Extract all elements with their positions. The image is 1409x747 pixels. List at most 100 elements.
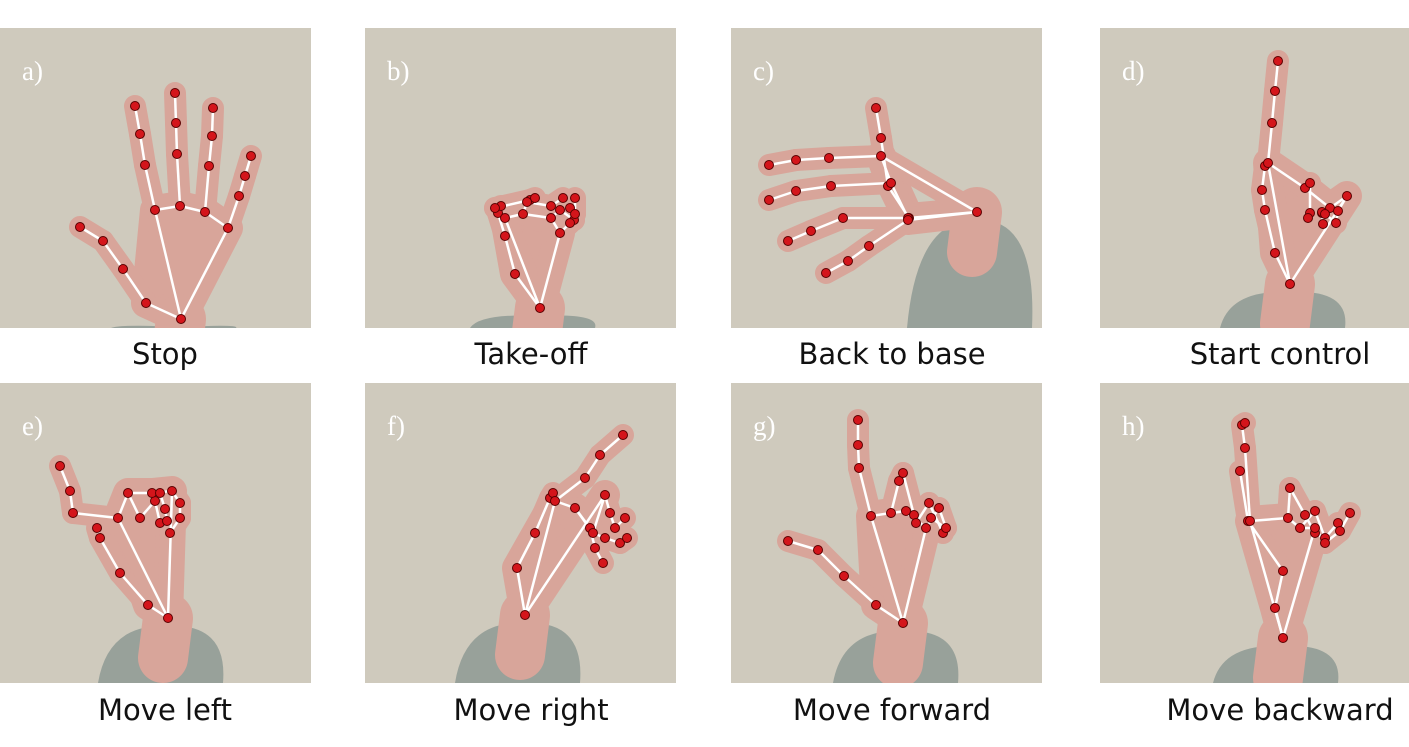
hand-landmark xyxy=(167,486,177,496)
hand-landmark xyxy=(546,201,556,211)
panel-tag: a) xyxy=(22,56,43,86)
landmark-connection xyxy=(101,240,125,270)
landmark-connection xyxy=(1249,516,1289,523)
landmark-connection xyxy=(513,273,542,309)
landmark-connection xyxy=(72,511,119,520)
hand-landmark xyxy=(622,533,632,543)
hand-landmark xyxy=(871,103,881,113)
hand-landmark xyxy=(555,228,565,238)
hand-landmark xyxy=(175,201,185,211)
hand-landmark xyxy=(1285,279,1295,289)
landmark-connection xyxy=(1266,122,1274,164)
landmark-connection xyxy=(1267,161,1306,190)
hand-landmark xyxy=(921,523,931,533)
hand-landmark xyxy=(570,193,580,203)
gesture-panel: e) xyxy=(0,383,311,683)
hand-landmark xyxy=(55,461,65,471)
landmark-connection xyxy=(880,154,978,214)
hand-landmark xyxy=(535,303,545,313)
landmark-connection xyxy=(901,472,916,516)
hand-landmark xyxy=(1267,118,1277,128)
hand-landmark xyxy=(886,508,896,518)
landmark-connection xyxy=(173,92,178,124)
wrist xyxy=(154,294,206,328)
hand-landmark xyxy=(1283,513,1293,523)
landmark-connection xyxy=(503,217,542,309)
hand-landmark xyxy=(92,523,102,533)
hand-landmark xyxy=(520,610,530,620)
hand-landmark xyxy=(791,186,801,196)
hand-landmark xyxy=(838,213,848,223)
hand-landmark xyxy=(972,207,982,217)
hand-landmark xyxy=(580,473,590,483)
landmark-connection xyxy=(1304,187,1331,209)
hand-landmark xyxy=(934,503,944,513)
hand-landmark xyxy=(926,513,936,523)
hand-landmark xyxy=(123,488,133,498)
hand-landmark xyxy=(600,533,610,543)
landmark-connection xyxy=(203,165,211,213)
hand-landmark xyxy=(824,153,834,163)
hand-landmark xyxy=(172,149,182,159)
hand-landmark xyxy=(610,523,620,533)
landmark-connection xyxy=(901,527,928,624)
landmark-connection xyxy=(1248,520,1285,639)
wrist xyxy=(1253,613,1308,683)
hand-landmark xyxy=(854,463,864,473)
landmark-connection xyxy=(145,301,182,321)
hand-landmark xyxy=(115,568,125,578)
landmark-connection xyxy=(538,232,562,309)
hand-landmark xyxy=(565,218,575,228)
hand-landmark xyxy=(901,506,911,516)
hand-landmark xyxy=(618,430,628,440)
hand-landmark xyxy=(570,209,580,219)
hand-landmark xyxy=(207,131,217,141)
hand-landmark xyxy=(155,488,165,498)
wrist xyxy=(947,187,1002,277)
landmark-connection xyxy=(874,107,883,139)
landmark-connection xyxy=(907,210,978,222)
hand-landmark xyxy=(550,496,560,506)
landmark-connection xyxy=(143,164,157,211)
gesture-panel: c) xyxy=(731,28,1042,328)
gesture-caption: Move left xyxy=(98,693,232,727)
hand-landmark xyxy=(208,103,218,113)
hand-landmark xyxy=(864,241,874,251)
hand-landmark xyxy=(1320,209,1330,219)
landmark-connection xyxy=(119,572,149,606)
landmark-connection xyxy=(166,490,174,619)
hand-landmark xyxy=(113,513,123,523)
panel-tag: b) xyxy=(387,56,410,86)
hand-landmark xyxy=(135,129,145,139)
gesture-panel: d) xyxy=(1100,28,1409,328)
panel-tag: c) xyxy=(753,56,774,86)
hand-landmark xyxy=(546,213,556,223)
hand-landmark xyxy=(1260,205,1270,215)
landmark-connection xyxy=(175,153,182,207)
landmark-connection xyxy=(591,494,607,534)
landmark-connection xyxy=(869,515,905,624)
hand-landmark xyxy=(1263,158,1273,168)
hand-landmark xyxy=(510,269,520,279)
hand-photo xyxy=(365,383,676,683)
hand-landmark xyxy=(1270,86,1280,96)
hand-photo xyxy=(0,28,311,328)
hand-landmark xyxy=(530,528,540,538)
hand-landmark xyxy=(1295,523,1305,533)
gesture-caption: Stop xyxy=(132,337,198,371)
gesture-caption: Take-off xyxy=(474,337,588,371)
hand-landmark xyxy=(813,545,823,555)
hand-landmark xyxy=(223,223,233,233)
landmark-connection xyxy=(1273,570,1285,609)
landmark-connection xyxy=(503,235,517,275)
hand-landmark xyxy=(1342,191,1352,201)
hand-landmark xyxy=(783,536,793,546)
gesture-panel: a) xyxy=(0,28,311,328)
hand-landmark xyxy=(234,191,244,201)
hand-landmark xyxy=(1270,248,1280,258)
landmark-connection xyxy=(533,497,552,534)
hand-landmark xyxy=(806,226,816,236)
gesture-caption: Back to base xyxy=(798,337,986,371)
hand-landmark xyxy=(1331,218,1341,228)
hand-landmark xyxy=(894,476,904,486)
